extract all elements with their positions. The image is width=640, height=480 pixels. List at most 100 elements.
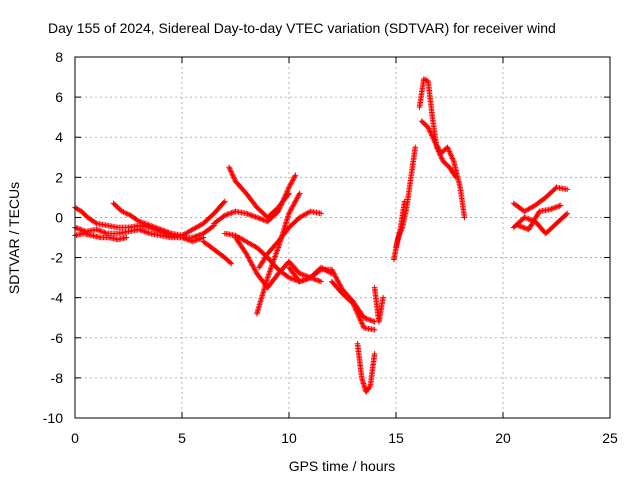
data-point (516, 223, 523, 229)
data-point (286, 190, 292, 197)
sat-trace-7 (226, 164, 292, 221)
ticks: 0 5 10 15 20 25 -10 -8 -6 -4 -2 0 2 4 6 8 (43, 49, 618, 446)
chart-title: Day 155 of 2024, Sidereal Day-to-day VTE… (48, 20, 556, 36)
data-point (252, 214, 259, 220)
sat-trace-8 (232, 234, 324, 291)
data-point (254, 214, 260, 221)
data-point (73, 225, 80, 231)
sat-trace-11 (256, 208, 324, 271)
data-point (299, 277, 306, 284)
data-point (140, 220, 147, 226)
sat-trace-20 (510, 184, 570, 215)
data-point (155, 225, 161, 232)
data-point (299, 271, 306, 278)
x-tick-label: 25 (602, 430, 618, 446)
data-point (292, 172, 299, 179)
data-point (317, 267, 323, 274)
data-point (137, 219, 144, 225)
data-point (552, 204, 559, 211)
data-point (314, 277, 320, 283)
data-point (302, 276, 308, 283)
data-point (259, 216, 266, 223)
data-point (227, 259, 233, 266)
data-point (290, 276, 296, 282)
data-point (291, 173, 298, 180)
data-point (564, 186, 570, 193)
data-point (184, 236, 191, 243)
y-tick-label: 2 (55, 169, 63, 185)
sat-trace-14 (354, 340, 378, 395)
data-point (221, 199, 227, 206)
data-point (520, 224, 527, 231)
sat-trace-3 (110, 198, 228, 239)
data-point (243, 210, 249, 217)
data-point (93, 226, 100, 233)
data-point (244, 211, 251, 217)
x-axis-label: GPS time / hours (289, 458, 396, 474)
data-point (148, 223, 155, 229)
y-tick-label: -10 (43, 410, 63, 426)
data-point (151, 224, 157, 230)
data-point (247, 212, 254, 218)
data-point (303, 276, 310, 282)
data-point (185, 237, 192, 243)
data-point (557, 202, 564, 209)
x-tick-label: 5 (178, 430, 186, 446)
x-tick-label: 10 (281, 430, 297, 446)
data-point (228, 260, 235, 267)
data-point (147, 222, 153, 229)
data-point (521, 225, 528, 231)
data-point (165, 229, 172, 236)
data-point (318, 278, 324, 285)
data-point (515, 222, 521, 229)
data-point (136, 218, 142, 225)
data-point (191, 238, 197, 244)
data-point (139, 219, 145, 226)
data-point (556, 203, 563, 209)
data-point (199, 235, 205, 241)
data-point (145, 230, 152, 236)
y-tick-label: -2 (51, 250, 64, 266)
data-point (230, 209, 236, 216)
data-point (296, 191, 302, 198)
data-point (149, 223, 156, 230)
data-point (555, 203, 561, 210)
data-point (367, 317, 374, 324)
data-point (193, 237, 200, 243)
data-point (144, 221, 151, 228)
sat-trace-22 (515, 202, 564, 233)
data-point (96, 227, 102, 234)
data-point (461, 214, 468, 221)
data-point (97, 228, 104, 234)
data-point (161, 228, 168, 234)
sat-trace-2 (72, 204, 207, 245)
data-point (145, 222, 152, 228)
data-point (76, 226, 82, 232)
data-point (224, 211, 231, 218)
data-point (159, 227, 165, 233)
data-point (312, 276, 319, 283)
data-point (285, 191, 291, 198)
data-point (183, 236, 189, 242)
data-point (141, 220, 148, 227)
data-point (365, 316, 371, 323)
data-point (248, 212, 255, 219)
data-point (524, 215, 530, 222)
data-point (300, 272, 307, 278)
y-tick-label: 6 (55, 89, 63, 105)
grid (75, 57, 610, 418)
data-point (226, 211, 232, 217)
data-point (143, 221, 149, 227)
data-point (304, 275, 311, 282)
data-point (192, 237, 199, 244)
data-point (362, 315, 369, 322)
data-point (92, 219, 98, 226)
y-axis-label: SDTVAR / TECUs (6, 182, 22, 294)
data-point (380, 294, 386, 301)
sat-trace-4 (72, 230, 130, 243)
data-point (517, 223, 524, 230)
data-point (74, 225, 81, 232)
data-point (94, 227, 101, 233)
data-point (519, 224, 525, 230)
